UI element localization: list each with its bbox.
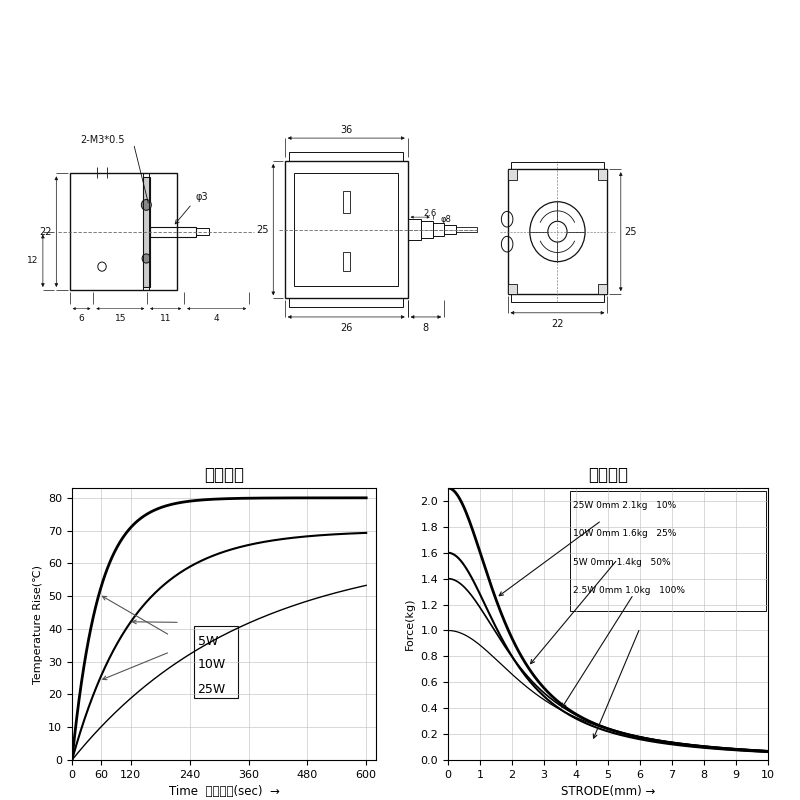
Text: 2-M3*0.5: 2-M3*0.5 — [80, 135, 124, 146]
Text: 6: 6 — [78, 314, 85, 323]
Bar — [150, 226, 196, 237]
Text: 12: 12 — [27, 256, 38, 266]
Bar — [456, 227, 477, 232]
Bar — [196, 228, 210, 235]
Text: 15: 15 — [114, 314, 126, 323]
Bar — [294, 174, 398, 286]
Text: 5W 0mm 1.4kg   50%: 5W 0mm 1.4kg 50% — [573, 558, 670, 567]
Bar — [143, 177, 150, 286]
Text: 25W 0mm 2.1kg   10%: 25W 0mm 2.1kg 10% — [573, 501, 676, 510]
Text: 26: 26 — [340, 322, 353, 333]
Text: 10W 0mm 1.6kg   25%: 10W 0mm 1.6kg 25% — [573, 530, 676, 538]
Text: 22: 22 — [39, 226, 52, 237]
Bar — [194, 626, 238, 698]
Title: 温度特性: 温度特性 — [204, 466, 244, 484]
Bar — [342, 191, 350, 213]
Text: 22: 22 — [551, 318, 564, 329]
Bar — [511, 162, 603, 170]
Bar — [285, 161, 408, 298]
Bar — [507, 284, 517, 294]
Text: 4: 4 — [214, 314, 219, 323]
Text: 8: 8 — [422, 322, 429, 333]
Bar — [421, 222, 433, 238]
Bar — [511, 294, 603, 302]
Circle shape — [142, 199, 151, 210]
Bar — [570, 490, 766, 611]
Bar — [70, 174, 178, 290]
Text: 36: 36 — [340, 125, 352, 134]
Bar — [598, 284, 607, 294]
Circle shape — [142, 254, 150, 263]
Text: 25: 25 — [256, 225, 269, 234]
Text: 10W: 10W — [198, 658, 226, 671]
Text: φ3: φ3 — [195, 192, 208, 202]
Bar — [290, 298, 403, 307]
Text: φ8: φ8 — [440, 214, 451, 224]
Bar — [290, 152, 403, 161]
Text: 25W: 25W — [198, 683, 226, 696]
Bar — [507, 170, 517, 180]
Bar — [433, 223, 444, 236]
Text: 25: 25 — [625, 226, 637, 237]
Y-axis label: Force(kg): Force(kg) — [405, 598, 415, 650]
Text: 2.6: 2.6 — [423, 210, 436, 218]
Y-axis label: Temperature Rise(℃): Temperature Rise(℃) — [33, 565, 42, 683]
Bar — [408, 219, 421, 240]
Bar — [444, 226, 456, 234]
X-axis label: Time  通電時間(sec)  →: Time 通電時間(sec) → — [169, 786, 279, 798]
Title: 吸力特性: 吸力特性 — [588, 466, 628, 484]
Bar — [507, 170, 607, 294]
X-axis label: STRODE(mm) →: STRODE(mm) → — [561, 786, 655, 798]
Bar — [598, 170, 607, 180]
Text: 2.5W 0mm 1.0kg   100%: 2.5W 0mm 1.0kg 100% — [573, 586, 685, 595]
Bar — [342, 252, 350, 270]
Text: 5W: 5W — [198, 635, 218, 649]
Text: 11: 11 — [160, 314, 171, 323]
